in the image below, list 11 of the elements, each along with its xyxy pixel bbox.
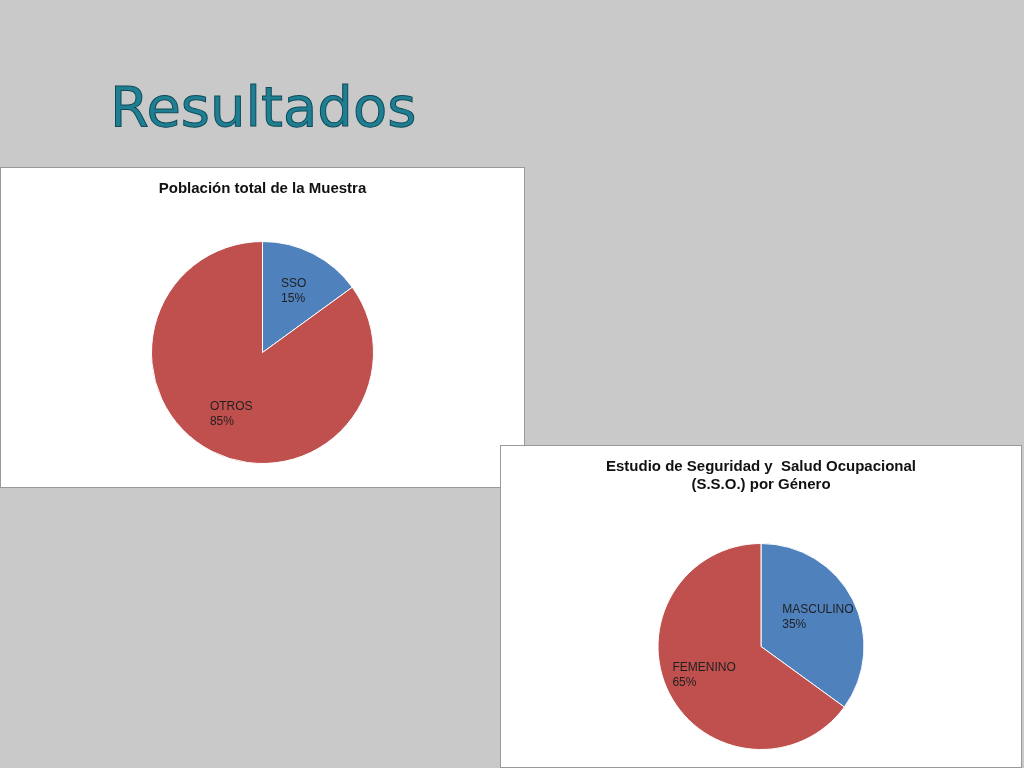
slice-label: SSO [281, 275, 307, 290]
slice-label: MASCULINO [782, 602, 854, 617]
data-label: 15% [281, 290, 306, 305]
data-label: 35% [782, 617, 807, 632]
slice-label: OTROS [209, 398, 253, 413]
chart-title: Estudio de Seguridad y Salud Ocupacional (S.S.O.) por Género [605, 457, 917, 493]
text: Resultados [110, 73, 417, 141]
chart-title: Población total de la Muestra [158, 179, 367, 197]
data-label: 85% [209, 413, 235, 428]
data-label: 65% [672, 675, 697, 690]
slice-label: FEMENINO [672, 660, 736, 675]
